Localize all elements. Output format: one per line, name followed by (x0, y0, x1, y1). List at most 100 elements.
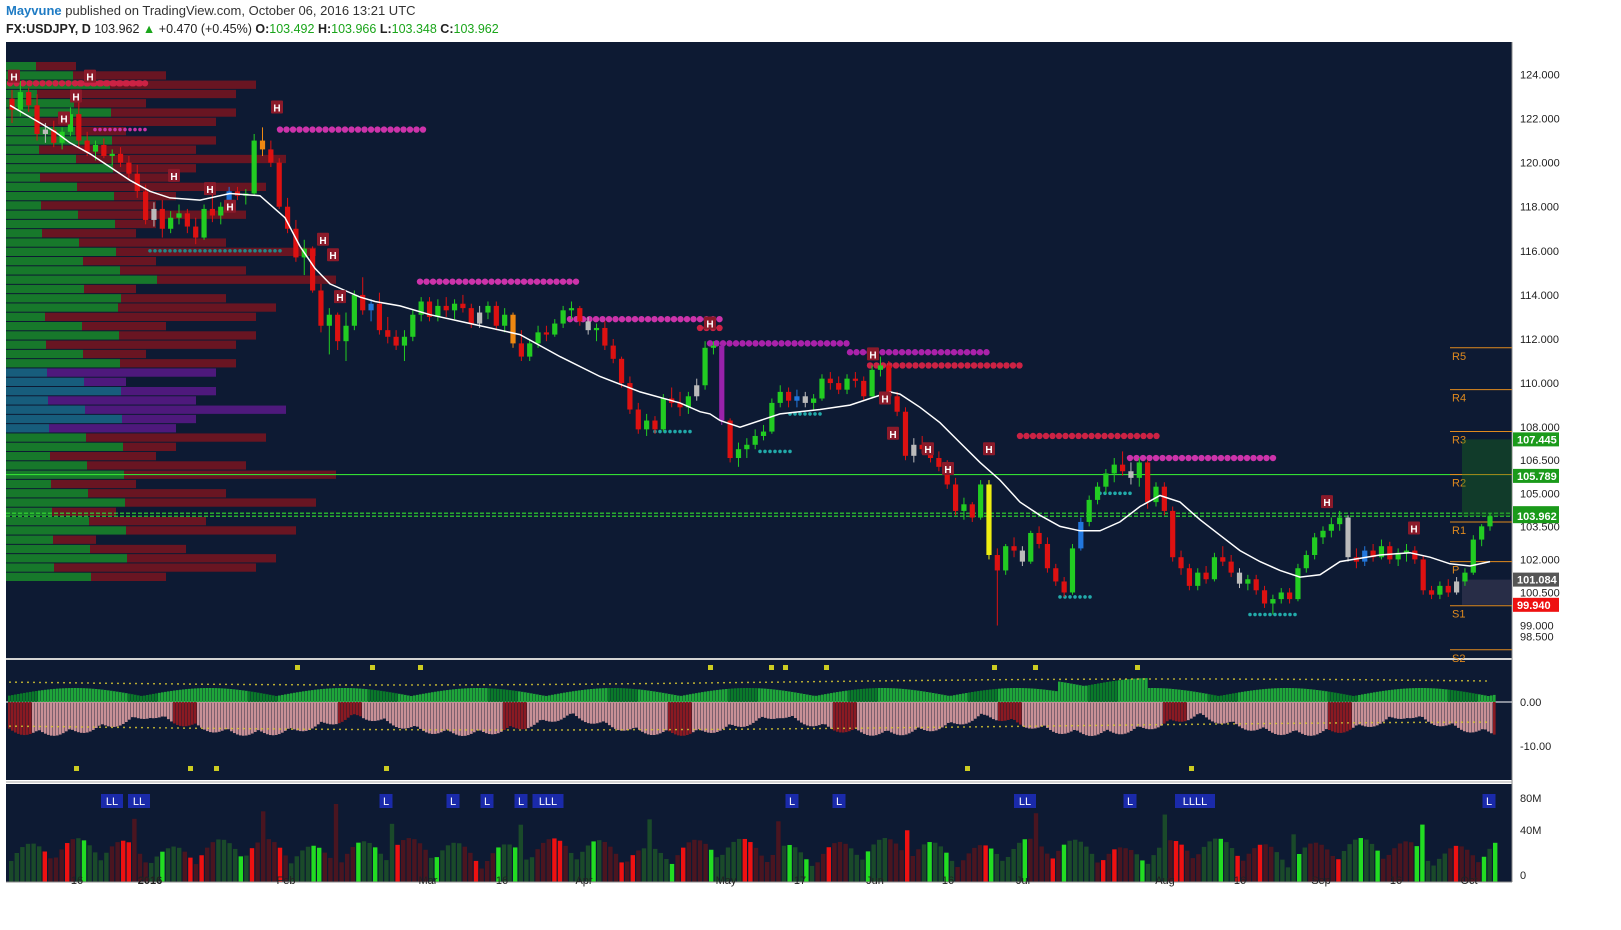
pivot-dot (1114, 432, 1121, 440)
pivot-dot (668, 429, 672, 434)
band-dot (1059, 678, 1061, 681)
oscillator-bar (908, 702, 911, 734)
band-dot (1017, 725, 1019, 728)
price-tick: 103.500 (1520, 521, 1560, 533)
band-dot (783, 727, 785, 730)
profile-bar (112, 136, 216, 145)
profile-bar (6, 294, 121, 303)
pivot-dot (957, 362, 965, 369)
oscillator-bar (17, 702, 20, 734)
h-marker: H (704, 316, 716, 331)
oscillator-bar (653, 691, 656, 702)
volume-bar (529, 857, 535, 882)
oscillator-bar (356, 702, 359, 716)
oscillator-bar (686, 702, 689, 736)
oscillator-bar (1388, 702, 1391, 717)
oscillator-bar (1415, 702, 1418, 718)
oscillator-bar (311, 690, 314, 702)
pivot-dot (651, 315, 658, 323)
band-dot (729, 728, 731, 731)
volume-bar (14, 852, 19, 882)
oscillator-bar (506, 702, 509, 728)
candle-body (802, 396, 808, 403)
oscillator-bar (662, 692, 665, 702)
oscillator-bar (128, 693, 131, 702)
pivot-dot (128, 127, 132, 132)
band-dot (1239, 722, 1241, 725)
oscillator-bar (1088, 702, 1091, 736)
pivot-dot (243, 249, 247, 253)
time-tick: 16 (1234, 875, 1246, 887)
high-value: 103.966 (331, 22, 377, 36)
candle-body (84, 140, 90, 152)
volume-bar (821, 853, 826, 882)
profile-bar (41, 201, 156, 210)
oscillator-bar (1022, 702, 1025, 727)
h-marker-box (887, 426, 899, 440)
oscillator-bar (821, 694, 824, 702)
oscillator-bar (974, 691, 977, 702)
oscillator-bar (461, 688, 464, 702)
candle-body (777, 391, 783, 403)
band-dot (633, 682, 635, 685)
oscillator-bar (62, 702, 65, 734)
band-dot (447, 728, 449, 731)
oscillator-bar (683, 695, 686, 702)
band-dot (1377, 721, 1379, 724)
oscillator-bar (326, 702, 329, 724)
profile-bar (50, 452, 156, 461)
oscillator-bar (452, 689, 455, 702)
volume-bar (205, 847, 210, 882)
oscillator-bar (1412, 702, 1415, 718)
band-dot (303, 683, 305, 686)
band-dot (45, 681, 47, 684)
oscillator-bar (638, 689, 641, 702)
pivot-dot (644, 315, 652, 323)
oscillator-bar (317, 702, 320, 725)
open-label: O: (255, 22, 270, 36)
band-dot (1311, 722, 1313, 725)
band-dot (1401, 679, 1403, 682)
oscillator-bar (344, 688, 347, 702)
volume-bar (1319, 844, 1324, 882)
band-dot (39, 725, 41, 728)
chart-canvas[interactable]: R5 R4 R3 R2 R1 P S1 S2 H H H H H H H H H H H H H H H H H H H H 124.0… (0, 42, 1621, 925)
volume-bar (1140, 860, 1145, 882)
oscillator-bar (518, 691, 521, 702)
oscillator-bar (47, 702, 50, 735)
oscillator-bar (293, 692, 296, 702)
oscillator-bar (1154, 688, 1157, 702)
volume-bar (59, 849, 64, 882)
pivot-dot (1133, 454, 1140, 462)
profile-bar (84, 377, 126, 386)
oscillator-bar (1130, 702, 1133, 731)
oscillator-bar (983, 702, 986, 715)
oscillator-bar (878, 688, 881, 702)
author-link[interactable]: Mayvune (6, 3, 62, 18)
profile-bar (6, 424, 49, 433)
oscillator-bar (1034, 688, 1037, 702)
pivot-dot (58, 80, 66, 87)
band-dot (993, 725, 995, 728)
band-dot (507, 729, 509, 731)
price-badge-label: 101.084 (1517, 575, 1558, 587)
oscillator-bar (332, 688, 335, 702)
candle-body (794, 396, 800, 401)
oscillator-bar (665, 702, 668, 731)
volume-bar (233, 848, 238, 882)
volume-bar (574, 859, 579, 882)
oscillator-bar (1226, 694, 1229, 702)
volume-bar (328, 857, 333, 882)
band-dot (63, 725, 65, 728)
oscillator-tick: -10.00 (1520, 741, 1551, 753)
band-dot (921, 726, 923, 729)
oscillator-bar (1007, 702, 1010, 720)
oscillator-bar (443, 702, 446, 731)
oscillator-bar (176, 690, 179, 702)
band-dot (687, 682, 689, 685)
pivot-dot (859, 349, 867, 356)
band-dot (405, 684, 407, 686)
h-marker-box (1321, 495, 1333, 509)
oscillator-bar (776, 689, 779, 702)
